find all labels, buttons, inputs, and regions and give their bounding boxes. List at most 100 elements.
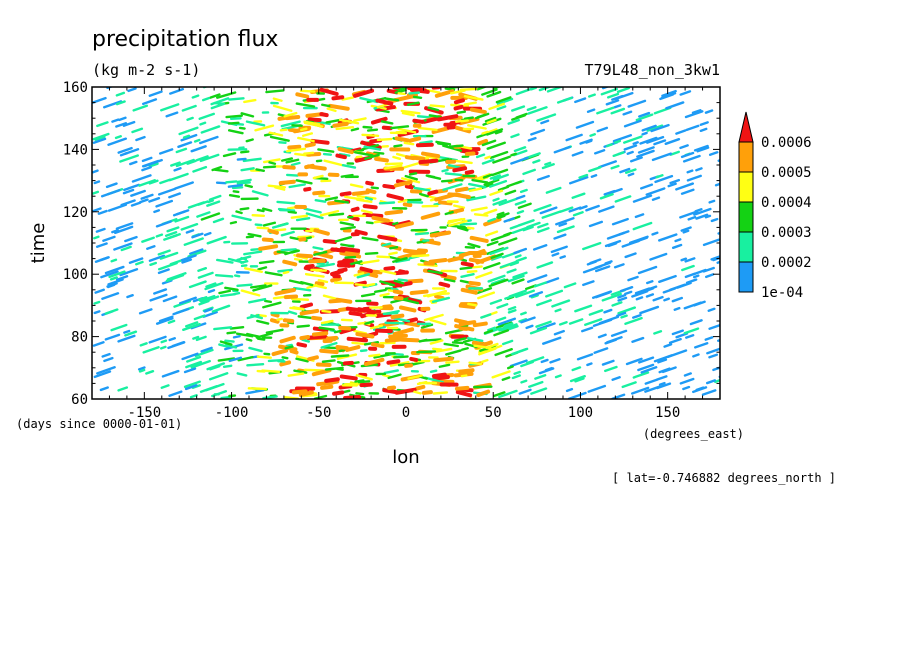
precip-streak — [230, 195, 239, 197]
precip-streak — [372, 188, 378, 189]
precip-streak — [643, 133, 647, 134]
precip-streak — [434, 392, 447, 393]
precip-streak — [366, 198, 372, 200]
precip-streak — [322, 311, 330, 312]
precip-streak — [463, 263, 472, 265]
precip-streak — [405, 143, 413, 144]
precip-streak — [461, 306, 474, 307]
precip-streak — [615, 141, 620, 143]
precip-streak — [475, 214, 487, 215]
precip-streak — [201, 123, 206, 125]
precip-streak — [591, 134, 595, 135]
precip-streak — [287, 117, 298, 118]
precip-streak — [435, 359, 452, 360]
precip-streak — [246, 185, 252, 186]
precip-streak — [353, 209, 358, 210]
colorbar-swatch — [739, 172, 753, 202]
precip-streak — [241, 152, 248, 153]
precip-streak — [321, 114, 326, 115]
precip-streak — [515, 372, 520, 374]
y-tick-label: 60 — [71, 392, 88, 408]
y-axis-units: (days since 0000-01-01) — [16, 417, 182, 431]
precip-streak — [307, 266, 313, 267]
precip-streak — [260, 261, 273, 263]
precip-streak — [471, 267, 481, 268]
precip-streak — [420, 161, 436, 162]
precip-streak — [472, 110, 485, 112]
precip-streak — [361, 269, 370, 271]
x-tick-label: -100 — [215, 405, 249, 421]
precip-streak — [676, 239, 681, 241]
precip-streak — [94, 237, 98, 238]
precip-streak — [352, 129, 358, 131]
precip-streak — [340, 309, 347, 310]
precip-streak — [95, 311, 100, 313]
precip-streak — [369, 355, 379, 356]
precip-streak — [330, 106, 348, 109]
precip-streak — [339, 270, 345, 271]
precip-streak — [629, 174, 633, 176]
precip-streak — [340, 264, 349, 265]
precip-streak — [384, 128, 391, 129]
colorbar-swatch — [739, 262, 753, 292]
precip-streak — [228, 332, 236, 333]
precip-streak — [366, 253, 377, 254]
precip-streak — [253, 215, 264, 216]
precip-streak — [450, 146, 463, 147]
precip-streak — [334, 392, 342, 393]
precip-streak — [184, 136, 189, 138]
precip-streak — [431, 260, 446, 262]
precip-streak — [282, 249, 296, 250]
precip-streak — [384, 306, 390, 307]
precip-streak — [251, 249, 259, 250]
precip-streak — [418, 116, 431, 117]
precip-streak — [405, 204, 411, 205]
precip-streak — [441, 284, 449, 286]
precip-streak — [417, 351, 435, 352]
precip-streak — [456, 120, 468, 121]
precip-streak — [453, 342, 463, 343]
precip-streak — [467, 154, 474, 155]
precip-streak — [238, 182, 250, 183]
precip-streak — [333, 97, 342, 98]
precip-streak — [468, 228, 473, 229]
precip-streak — [234, 191, 239, 192]
precip-streak — [279, 209, 289, 210]
precip-streak — [318, 383, 332, 384]
precip-streak — [112, 260, 116, 261]
precip-streak — [229, 98, 243, 99]
precip-streak — [397, 138, 408, 140]
precip-streak — [281, 130, 287, 131]
precip-streak — [269, 360, 283, 361]
precip-streak — [289, 147, 299, 148]
precip-streak — [494, 199, 499, 201]
precip-streak — [322, 387, 331, 388]
precip-streak — [326, 379, 338, 381]
precip-streak — [391, 126, 408, 128]
y-tick-label: 160 — [63, 80, 88, 96]
precip-streak — [345, 363, 352, 364]
precip-streak — [284, 167, 293, 168]
precip-streak — [407, 157, 413, 158]
precip-streak — [364, 127, 372, 128]
precip-streak — [411, 359, 416, 360]
precip-streak — [410, 138, 419, 140]
precip-streak — [326, 368, 342, 370]
precip-streak — [414, 97, 421, 98]
precip-streak — [309, 357, 317, 359]
precip-streak — [648, 288, 653, 290]
precip-streak — [287, 175, 297, 176]
colorbar-level-label: 0.0002 — [761, 255, 812, 271]
precip-streak — [294, 391, 306, 392]
precip-streak — [424, 392, 431, 393]
precip-streak — [264, 167, 275, 168]
precip-streak — [269, 231, 277, 233]
colorbar-level-label: 0.0004 — [761, 195, 812, 211]
precip-streak — [384, 313, 397, 314]
precip-streak — [394, 145, 401, 146]
precip-streak — [209, 290, 214, 292]
precip-streak — [475, 324, 486, 326]
precip-streak — [368, 303, 376, 304]
precip-streak — [224, 366, 231, 367]
precip-streak — [240, 128, 244, 129]
